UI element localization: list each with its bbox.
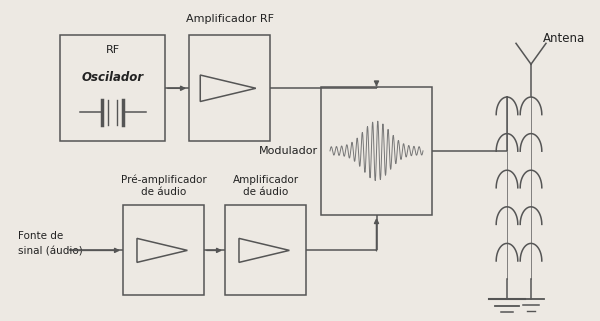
Text: RF: RF: [106, 45, 119, 55]
Text: Oscilador: Oscilador: [82, 71, 143, 84]
Bar: [189, 35, 270, 141]
Text: sinal (áudio): sinal (áudio): [18, 247, 83, 257]
Polygon shape: [239, 239, 289, 262]
Text: Fonte de: Fonte de: [18, 231, 63, 241]
Polygon shape: [200, 75, 256, 101]
Bar: [123, 205, 204, 295]
Polygon shape: [137, 239, 187, 262]
Text: Amplificador: Amplificador: [232, 175, 299, 185]
Text: Amplificador RF: Amplificador RF: [185, 14, 274, 24]
Bar: [60, 35, 165, 141]
Text: de áudio: de áudio: [141, 187, 186, 197]
Text: Pré-amplificador: Pré-amplificador: [121, 174, 206, 185]
Text: Modulador: Modulador: [259, 146, 318, 156]
Bar: [225, 205, 306, 295]
Text: Antena: Antena: [543, 32, 585, 45]
Text: de áudio: de áudio: [243, 187, 288, 197]
Bar: [321, 87, 432, 215]
